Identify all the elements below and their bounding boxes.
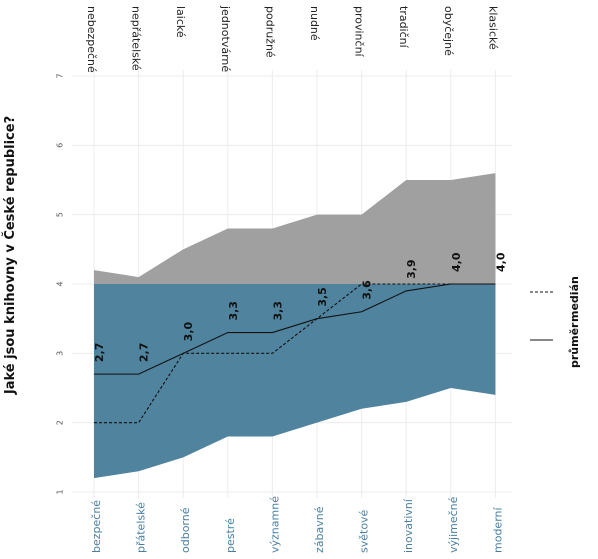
data-label: 3,3 xyxy=(271,301,284,321)
legend: průměr medián xyxy=(530,276,581,368)
y-tick-label: 3 xyxy=(56,351,65,356)
y-tick-label: 4 xyxy=(56,281,65,286)
top-category-label: klasické xyxy=(486,6,499,50)
mean-line xyxy=(94,283,496,375)
data-label: 4,0 xyxy=(450,252,463,272)
bottom-category-label: výjimečné xyxy=(447,496,460,553)
data-label: 3,0 xyxy=(182,322,195,342)
top-category-label: jednotvárné xyxy=(219,5,232,72)
top-category-label: tradiční xyxy=(397,6,410,49)
y-tick-label: 7 xyxy=(56,73,65,78)
data-label: 4,0 xyxy=(494,252,507,272)
y-tick-label: 6 xyxy=(56,143,65,148)
bottom-category-label: světové xyxy=(358,509,371,553)
top-category-label: provinční xyxy=(353,6,366,58)
bottom-category-label: významné xyxy=(268,496,281,553)
bottom-category-label: přátelské xyxy=(135,502,148,553)
bottom-category-label: inovativní xyxy=(402,498,415,553)
top-category-labels: nebezpečné nepřátelské laické jednotvárné po… xyxy=(85,5,499,73)
median-line xyxy=(94,283,496,424)
top-category-label: obyčejné xyxy=(442,6,455,56)
data-label: 2,7 xyxy=(93,343,106,363)
lower-area xyxy=(94,284,496,479)
top-category-label: podružné xyxy=(263,6,276,58)
bottom-category-label: zábavné xyxy=(313,506,326,553)
bottom-category-label: pestré xyxy=(224,518,237,553)
y-tick-label: 5 xyxy=(56,212,65,217)
top-category-label: nebezpečné xyxy=(85,6,98,73)
bottom-category-label: moderní xyxy=(491,507,504,553)
bottom-category-label: bezpečné xyxy=(90,500,103,553)
data-label: 3,6 xyxy=(361,280,374,300)
bottom-category-label: odborné xyxy=(179,507,192,553)
bottom-category-labels: bezpečné přátelské odborné pestré významné zá… xyxy=(90,496,504,553)
data-label: 3,9 xyxy=(405,259,418,279)
legend-median-label: medián xyxy=(568,276,581,322)
chart-title: Jaké jsou knihovny v České republice? xyxy=(2,116,18,395)
data-labels: 2,7 2,7 3,0 3,3 3,3 3,5 3,6 3,9 4,0 4,0 xyxy=(93,252,507,362)
y-axis-ticks: 1 2 3 4 5 6 7 xyxy=(56,73,65,494)
legend-mean-label: průměr xyxy=(568,322,581,368)
top-category-label: nepřátelské xyxy=(130,6,143,71)
data-label: 2,7 xyxy=(138,343,151,363)
data-label: 3,3 xyxy=(227,301,240,321)
top-category-label: laické xyxy=(174,6,187,38)
y-tick-label: 2 xyxy=(56,420,65,425)
top-category-label: nudné xyxy=(308,6,321,41)
data-label: 3,5 xyxy=(316,287,329,307)
upper-area xyxy=(94,173,496,284)
y-tick-label: 1 xyxy=(56,489,65,494)
